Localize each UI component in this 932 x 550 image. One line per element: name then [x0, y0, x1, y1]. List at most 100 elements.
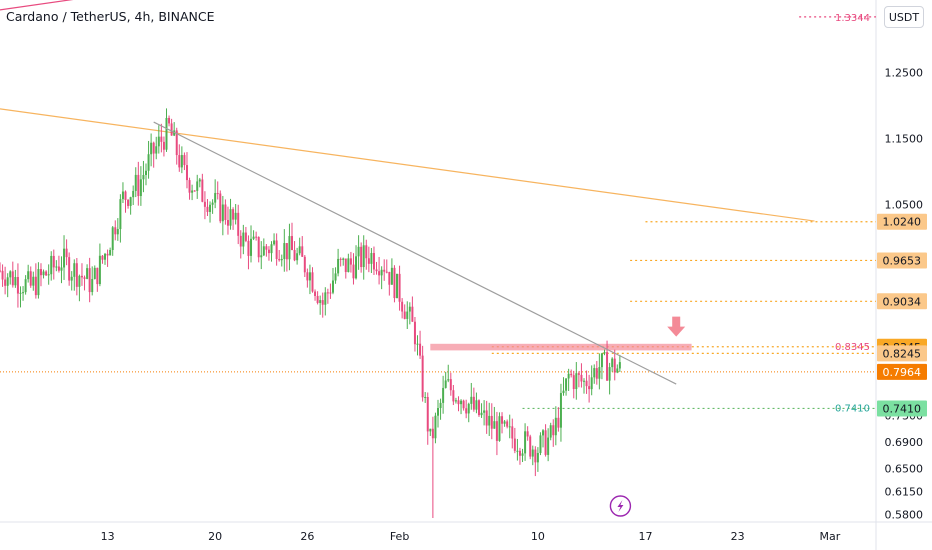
candle-body — [462, 400, 465, 409]
candle-body — [439, 402, 442, 409]
candle-body — [242, 232, 245, 247]
candle-body — [347, 258, 350, 273]
candle-body — [406, 311, 409, 319]
candle-body — [506, 421, 509, 427]
candle-body — [73, 263, 76, 277]
candle-body — [288, 236, 291, 260]
candle-body — [480, 412, 483, 416]
currency-button[interactable]: USDT — [884, 6, 924, 28]
candle-body — [452, 390, 455, 402]
candle-body — [388, 271, 391, 285]
candle-body — [262, 246, 265, 256]
candle-body — [606, 352, 609, 381]
candle-body — [50, 255, 53, 275]
candle-body — [565, 378, 568, 391]
candle-body — [86, 268, 89, 279]
candle-body — [114, 227, 117, 235]
candle-body — [442, 387, 445, 403]
level-badge-0.8245 — [877, 345, 927, 362]
price-tick-0.6150: 0.6150 — [885, 486, 924, 499]
candle-body — [201, 179, 204, 202]
candle-body — [175, 130, 178, 156]
level-badge-0.7964 — [877, 363, 927, 380]
candle-body — [111, 227, 114, 250]
candle-body — [311, 272, 314, 292]
time-label-Feb: Feb — [390, 530, 409, 543]
inline-label-0.8345: 0.8345 — [835, 342, 870, 353]
candle-body — [485, 410, 488, 426]
candle-body — [104, 253, 107, 260]
candle-body — [585, 380, 588, 387]
candle-body — [234, 212, 237, 220]
candle-body — [372, 253, 375, 270]
candle-body — [344, 258, 347, 273]
candle-body — [229, 209, 232, 226]
candle-body — [188, 180, 191, 193]
candle-body — [590, 377, 593, 390]
candle-body — [180, 155, 183, 168]
candle-body — [260, 255, 263, 258]
time-label-26: 26 — [300, 530, 314, 543]
candle-body — [232, 209, 235, 220]
candle-body — [45, 271, 48, 276]
candle-body — [396, 273, 399, 299]
candle-body — [460, 400, 463, 405]
candle-body — [257, 237, 260, 258]
candle-body — [157, 136, 160, 147]
candle-body — [529, 436, 532, 457]
candle-body — [60, 267, 63, 271]
candle-body — [47, 274, 50, 276]
candle-body — [411, 306, 414, 322]
candle-body — [252, 236, 255, 239]
candle-body — [70, 276, 73, 281]
candle-body — [193, 190, 196, 192]
candle-body — [314, 291, 317, 296]
candle-body — [150, 142, 153, 155]
candle-body — [470, 396, 473, 404]
candle-body — [142, 175, 145, 180]
candle-body — [413, 321, 416, 345]
candle-body — [170, 123, 173, 136]
candle-body — [209, 204, 212, 212]
level-badge-0.9034 — [877, 293, 927, 310]
candle-body — [495, 421, 498, 441]
candle-body — [516, 450, 519, 452]
candle-body — [431, 428, 434, 439]
candle-body — [270, 244, 273, 254]
candle-body — [526, 431, 529, 437]
candle-body — [342, 258, 345, 260]
candle-body — [324, 292, 327, 305]
level-badge-text-0.8245: 0.8245 — [883, 347, 922, 360]
candle-body — [211, 202, 214, 205]
candle-body — [447, 379, 450, 381]
candle-body — [457, 400, 460, 405]
candle-body — [403, 311, 406, 319]
candle-body — [467, 403, 470, 414]
candle-body — [577, 373, 580, 375]
candle-body — [191, 190, 194, 193]
candle-body — [291, 236, 293, 250]
candle-body — [483, 410, 486, 413]
level-badge-text-0.9653: 0.9653 — [883, 254, 922, 267]
candle-body — [337, 258, 340, 274]
candle-body — [588, 386, 591, 390]
candle-body — [298, 246, 301, 254]
candle-body — [531, 449, 534, 457]
candle-body — [339, 258, 342, 260]
candle-body — [534, 449, 537, 463]
candle-body — [162, 141, 165, 150]
candle-body — [65, 248, 68, 258]
time-label-10: 10 — [531, 530, 545, 543]
candle-body — [124, 191, 127, 200]
candle-body — [544, 430, 547, 455]
candle-body — [4, 279, 7, 286]
candle-body — [39, 269, 42, 276]
candle-body — [285, 243, 288, 260]
time-label-20: 20 — [208, 530, 222, 543]
candle-body — [139, 179, 142, 197]
price-tick-0.5800: 0.5800 — [885, 509, 924, 522]
candle-body — [490, 415, 493, 429]
candle-body — [316, 295, 319, 303]
